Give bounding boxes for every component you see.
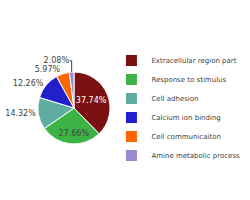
svg-text:Cell communicaiton: Cell communicaiton [151, 133, 220, 141]
svg-text:27.66%: 27.66% [59, 129, 90, 138]
svg-text:5.97%: 5.97% [35, 65, 61, 74]
svg-text:Amine metabolic process: Amine metabolic process [151, 152, 240, 160]
svg-text:Response to stimulus: Response to stimulus [151, 76, 226, 84]
svg-text:14.32%: 14.32% [5, 109, 36, 118]
svg-text:Extracellular region part: Extracellular region part [151, 57, 236, 65]
svg-text:Calcium ion binding: Calcium ion binding [151, 114, 220, 122]
svg-text:12.26%: 12.26% [13, 79, 44, 88]
svg-text:Cell adhesion: Cell adhesion [151, 95, 198, 103]
svg-text:37.74%: 37.74% [76, 96, 107, 105]
svg-text:2.08%: 2.08% [44, 56, 70, 65]
